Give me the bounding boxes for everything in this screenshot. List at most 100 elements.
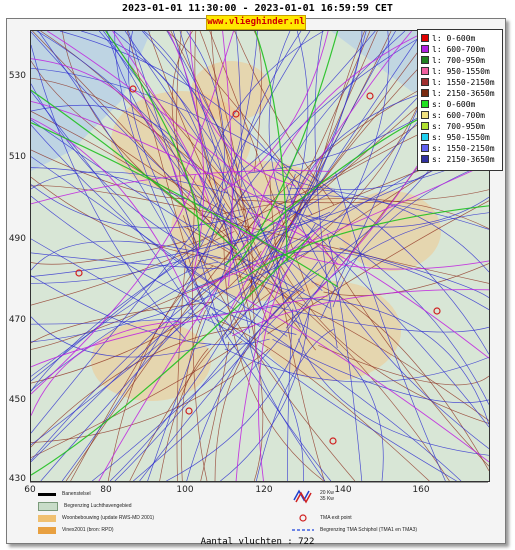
flight-track bbox=[31, 119, 331, 309]
contour-icon bbox=[293, 489, 312, 504]
key-tma-schiphol: Begrenzing TMA Schiphol (TMA1 en TMA3) bbox=[292, 525, 417, 535]
flight-track bbox=[31, 252, 220, 270]
flight-track bbox=[269, 175, 325, 481]
flight-track bbox=[224, 348, 489, 383]
flight-track bbox=[38, 31, 209, 310]
legend-label: s: 0-600m bbox=[432, 99, 476, 109]
flight-track bbox=[31, 315, 195, 446]
flight-track bbox=[232, 189, 489, 204]
legend-label: s: 2150-3650m bbox=[432, 154, 495, 164]
x-tick-80: 80 bbox=[100, 485, 112, 495]
flight-track bbox=[31, 240, 221, 271]
flight-track bbox=[267, 200, 489, 335]
flight-track bbox=[31, 211, 331, 391]
key-baanstelsel: Banenstelsel bbox=[38, 489, 91, 499]
tma-exit-point bbox=[129, 85, 137, 93]
flight-track bbox=[272, 338, 489, 404]
flight-track bbox=[40, 179, 324, 481]
x-tick-140: 140 bbox=[334, 485, 352, 495]
legend-label: l: 950-1550m bbox=[432, 66, 490, 76]
legend-item: l: 700-950m bbox=[421, 55, 485, 65]
x-tick-100: 100 bbox=[176, 485, 194, 495]
legend-label: s: 700-950m bbox=[432, 121, 485, 131]
legend-swatch bbox=[421, 111, 429, 119]
x-tick-60: 60 bbox=[24, 485, 36, 495]
x-tick-160: 160 bbox=[412, 485, 430, 495]
flight-track bbox=[230, 31, 302, 263]
legend-item: l: 2150-3650m bbox=[421, 88, 495, 98]
key-begrenzing: Begrenzing Luchthavengebied bbox=[38, 501, 132, 511]
flight-track bbox=[265, 31, 424, 264]
flight-track bbox=[241, 194, 489, 230]
flight-track bbox=[231, 289, 489, 337]
flight-track bbox=[286, 184, 489, 449]
key-woonbebouwing-label: Woonbebouwing (update RWS-MD 2001) bbox=[62, 515, 155, 521]
flight-track bbox=[147, 201, 253, 481]
flight-track bbox=[182, 215, 356, 481]
flight-track bbox=[31, 320, 182, 416]
map-key: Banenstelsel Begrenzing Luchthavengebied… bbox=[30, 482, 488, 537]
boundary-swatch bbox=[38, 501, 58, 511]
flight-track bbox=[31, 250, 262, 384]
urban-area bbox=[191, 61, 271, 121]
legend-item: s: 950-1550m bbox=[421, 132, 490, 142]
flight-track bbox=[31, 305, 280, 325]
flight-track bbox=[31, 275, 270, 346]
key-tma-schiphol-label: Begrenzing TMA Schiphol (TMA1 en TMA3) bbox=[320, 527, 418, 533]
key-tma-exit-label: TMA exit point bbox=[320, 515, 352, 521]
tma-exit-point bbox=[75, 269, 83, 277]
flight-track bbox=[129, 289, 275, 481]
flight-track bbox=[322, 245, 489, 467]
flight-track bbox=[183, 226, 450, 481]
flight-track bbox=[249, 31, 428, 241]
flight-track bbox=[220, 308, 310, 481]
legend-item: s: 0-600m bbox=[421, 99, 475, 109]
key-kw20-label: 20 Kw bbox=[320, 490, 334, 496]
flight-track bbox=[46, 31, 339, 265]
legend-item: l: 600-700m bbox=[421, 44, 485, 54]
runway-swatch bbox=[38, 492, 56, 496]
flight-track bbox=[222, 31, 233, 286]
flight-track bbox=[314, 31, 338, 349]
flight-track bbox=[31, 295, 328, 368]
flight-track bbox=[133, 255, 339, 481]
flight-track bbox=[31, 195, 297, 335]
flight-track bbox=[31, 67, 314, 184]
tma-exit-point bbox=[329, 437, 337, 445]
legend-swatch bbox=[421, 89, 429, 97]
flight-track bbox=[31, 202, 218, 434]
flight-track bbox=[31, 122, 339, 288]
flight-track bbox=[31, 326, 254, 448]
flight-track bbox=[195, 283, 462, 481]
flight-track bbox=[31, 262, 219, 377]
flight-count: Aantal vluchten : 722 bbox=[200, 537, 315, 547]
key-kw35-label: 35 Kw bbox=[320, 496, 334, 502]
flight-track bbox=[31, 189, 336, 284]
flight-track bbox=[254, 31, 288, 262]
flight-track bbox=[273, 196, 489, 228]
flight-track bbox=[107, 265, 214, 481]
tma-exit-point bbox=[232, 110, 240, 118]
flight-track bbox=[31, 184, 244, 229]
flight-track bbox=[185, 31, 258, 273]
flight-track bbox=[128, 31, 206, 264]
key-baanstelsel-label: Banenstelsel bbox=[62, 491, 91, 497]
flight-tracks-layer bbox=[31, 31, 489, 481]
flight-track bbox=[318, 344, 489, 386]
legend-swatch bbox=[421, 67, 429, 75]
flight-track bbox=[273, 305, 489, 333]
flight-track bbox=[31, 341, 243, 458]
legend-swatch bbox=[421, 155, 429, 163]
flight-track bbox=[81, 31, 211, 181]
flight-track bbox=[199, 31, 324, 211]
flight-track bbox=[210, 306, 457, 481]
flight-track bbox=[189, 31, 296, 187]
legend-item: s: 600-700m bbox=[421, 110, 485, 120]
flight-track bbox=[332, 162, 489, 308]
site-link[interactable]: www.vlieghinder.nl bbox=[206, 15, 306, 30]
y-tick-510: 510 bbox=[8, 152, 26, 162]
flight-track bbox=[230, 31, 413, 310]
flight-track bbox=[159, 348, 209, 481]
flight-track bbox=[109, 173, 296, 481]
legend-label: l: 700-950m bbox=[432, 55, 485, 65]
